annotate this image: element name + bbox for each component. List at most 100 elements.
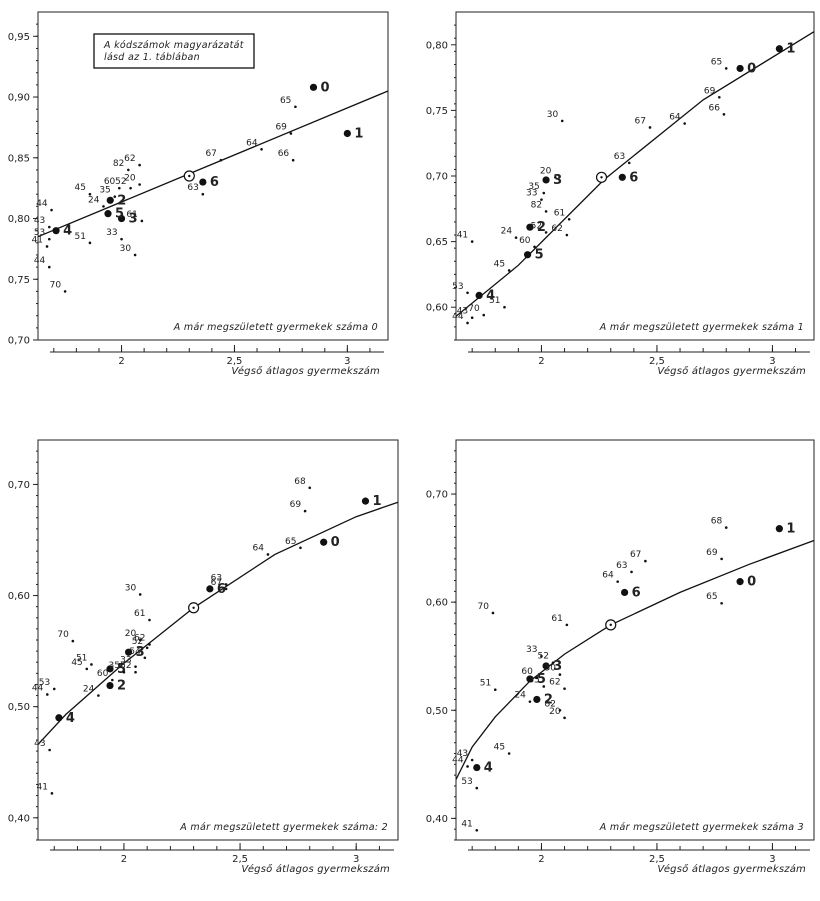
data-label: 43 (34, 739, 45, 749)
x-tick-label: 3 (353, 854, 359, 865)
data-point (299, 546, 302, 550)
data-label: 66 (708, 103, 720, 113)
data-label: 69 (704, 86, 716, 96)
y-tick-label: 0,50 (8, 702, 30, 713)
data-label-main: 3 (129, 212, 138, 227)
data-point-main (473, 763, 481, 772)
data-point-main (320, 538, 328, 546)
data-label: 35 (108, 661, 119, 671)
data-label: 30 (544, 664, 556, 674)
data-point (563, 687, 566, 690)
legend-text: A kódszámok magyarázatát (103, 40, 245, 51)
data-point (724, 526, 728, 529)
data-label: 62 (549, 678, 560, 688)
data-point (308, 486, 312, 490)
data-label: 30 (125, 583, 137, 593)
data-label: 53 (34, 228, 45, 238)
data-label-main: 2 (117, 679, 126, 694)
data-label: 64 (669, 113, 681, 123)
data-point (503, 305, 506, 309)
y-tick-label: 0,65 (426, 237, 448, 248)
data-point (97, 694, 100, 697)
data-point (303, 509, 307, 513)
data-label: 65 (280, 96, 291, 106)
data-label: 70 (468, 304, 480, 314)
data-point (133, 253, 137, 257)
x-tick-label: 2 (538, 356, 544, 367)
data-label: 69 (290, 500, 302, 510)
data-label: 52 (538, 652, 549, 662)
data-point (470, 316, 474, 319)
data-label: 51 (76, 653, 87, 663)
data-label: 66 (278, 149, 290, 159)
data-point (533, 245, 536, 249)
data-point-main (475, 291, 483, 299)
data-label: 24 (501, 227, 513, 237)
data-point (475, 828, 479, 832)
data-label: 33 (526, 645, 537, 655)
data-label: 52 (120, 661, 131, 671)
y-tick-label: 0,60 (8, 591, 30, 602)
data-label-main: 6 (629, 170, 638, 185)
data-label: 45 (494, 743, 505, 753)
data-label: 69 (706, 548, 718, 558)
data-point (291, 158, 295, 162)
data-label: 69 (275, 122, 287, 132)
data-point-main (361, 497, 370, 505)
data-point (563, 716, 566, 720)
data-point (544, 210, 548, 213)
data-label: 30 (547, 110, 559, 120)
data-point (528, 700, 532, 703)
x-tick-label: 2,5 (649, 854, 665, 865)
data-point-main (104, 210, 112, 218)
data-point-main (526, 223, 534, 231)
data-point (45, 693, 49, 696)
panel-annotation: A már megszületett gyermekek száma 3 (599, 822, 804, 833)
data-label: 54 (129, 647, 141, 657)
x-tick-label: 2,5 (232, 854, 248, 865)
data-point (294, 105, 297, 109)
legend-text: lásd az 1. táblában (104, 52, 200, 63)
y-tick-label: 0,75 (426, 106, 448, 117)
data-point (122, 670, 126, 674)
y-tick-label: 0,70 (426, 490, 448, 501)
data-point (138, 163, 141, 167)
data-label-main: 4 (484, 761, 493, 776)
x-tick-label: 2 (121, 854, 127, 865)
data-point (52, 687, 56, 691)
x-axis-title: Végső átlagos gyermekszám (657, 365, 806, 377)
data-point (466, 765, 469, 768)
panel-annotation: A már megszületett gyermekek száma 1 (599, 322, 804, 333)
data-point (507, 269, 511, 272)
data-point (129, 186, 132, 190)
data-label: 62 (124, 154, 135, 164)
data-label: 61 (134, 609, 145, 619)
panel-annotation: A már megszületett gyermekek száma: 2 (179, 822, 388, 833)
data-label-main: 3 (136, 645, 145, 660)
data-label: 44 (32, 683, 44, 693)
data-point-main (526, 675, 534, 683)
data-point (567, 217, 571, 221)
data-label-main: 1 (372, 494, 381, 509)
data-label: 51 (74, 232, 85, 242)
y-tick-label: 0,80 (8, 214, 30, 225)
data-label: 65 (285, 537, 296, 547)
data-label: 20 (549, 707, 561, 717)
data-point (45, 245, 49, 248)
data-point (134, 665, 137, 668)
data-point-main (524, 251, 532, 259)
data-point-main (106, 665, 114, 673)
data-point-main (621, 588, 629, 597)
data-label: 67 (635, 116, 646, 126)
x-axis-title: Végső átlagos gyermekszám (231, 365, 380, 377)
data-label: 33 (106, 228, 117, 238)
x-tick-label: 3 (769, 854, 775, 865)
data-point (470, 240, 474, 243)
data-label: 41 (32, 235, 43, 245)
data-point-main (736, 578, 744, 586)
data-point (148, 618, 151, 622)
data-point (117, 186, 121, 190)
data-label: 44 (36, 199, 48, 209)
x-tick-label: 3 (344, 356, 350, 367)
